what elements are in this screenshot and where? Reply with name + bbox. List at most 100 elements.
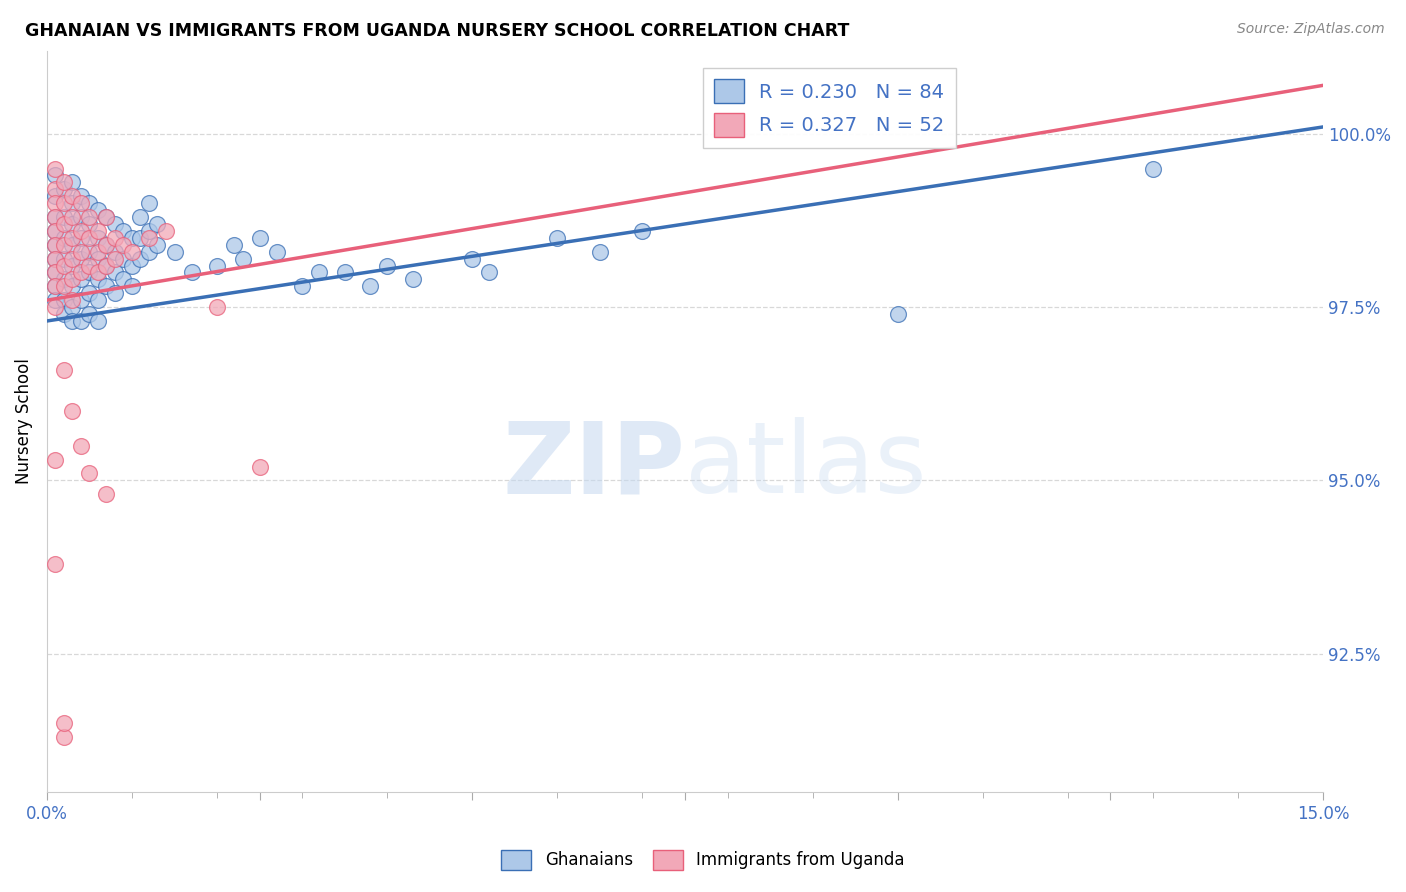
Point: [62, 252, 84, 266]
Point: [87, 203, 110, 218]
Point: [129, 231, 152, 245]
Point: [44, 252, 66, 266]
Point: [52, 307, 75, 321]
Text: ZIP: ZIP: [502, 417, 685, 515]
Point: [375, 259, 398, 273]
Point: [138, 196, 160, 211]
Point: [104, 217, 127, 231]
Point: [112, 224, 135, 238]
Point: [121, 279, 143, 293]
Point: [87, 314, 110, 328]
Point: [138, 244, 160, 259]
Point: [62, 210, 84, 224]
Point: [70, 272, 93, 286]
Point: [104, 231, 127, 245]
Point: [44, 293, 66, 308]
Point: [87, 293, 110, 308]
Point: [62, 189, 84, 203]
Point: [402, 272, 425, 286]
Point: [44, 252, 66, 266]
Point: [589, 244, 612, 259]
Point: [52, 293, 75, 308]
Point: [478, 265, 501, 279]
Point: [52, 175, 75, 189]
Point: [249, 231, 271, 245]
Point: [79, 259, 101, 273]
Point: [96, 237, 118, 252]
Point: [79, 467, 101, 481]
Point: [44, 265, 66, 279]
Point: [44, 300, 66, 314]
Legend: R = 0.230   N = 84, R = 0.327   N = 52: R = 0.230 N = 84, R = 0.327 N = 52: [703, 68, 956, 148]
Point: [62, 259, 84, 273]
Point: [87, 244, 110, 259]
Point: [96, 237, 118, 252]
Point: [155, 224, 177, 238]
Point: [129, 210, 152, 224]
Point: [62, 175, 84, 189]
Point: [112, 237, 135, 252]
Point: [62, 404, 84, 418]
Point: [70, 196, 93, 211]
Point: [146, 237, 169, 252]
Point: [249, 459, 271, 474]
Point: [96, 487, 118, 501]
Point: [112, 252, 135, 266]
Point: [70, 265, 93, 279]
Point: [333, 265, 356, 279]
Text: atlas: atlas: [685, 417, 927, 515]
Point: [44, 182, 66, 196]
Point: [121, 259, 143, 273]
Point: [70, 244, 93, 259]
Point: [62, 300, 84, 314]
Point: [205, 259, 228, 273]
Point: [121, 244, 143, 259]
Point: [104, 286, 127, 301]
Point: [121, 231, 143, 245]
Point: [96, 210, 118, 224]
Point: [44, 224, 66, 238]
Point: [70, 231, 93, 245]
Legend: Ghanaians, Immigrants from Uganda: Ghanaians, Immigrants from Uganda: [495, 843, 911, 877]
Point: [96, 279, 118, 293]
Point: [70, 224, 93, 238]
Point: [70, 314, 93, 328]
Point: [62, 293, 84, 308]
Point: [52, 217, 75, 231]
Point: [461, 252, 484, 266]
Point: [291, 279, 314, 293]
Point: [79, 286, 101, 301]
Point: [87, 224, 110, 238]
Point: [104, 244, 127, 259]
Point: [52, 237, 75, 252]
Point: [70, 189, 93, 203]
Point: [1142, 161, 1164, 176]
Point: [44, 161, 66, 176]
Text: GHANAIAN VS IMMIGRANTS FROM UGANDA NURSERY SCHOOL CORRELATION CHART: GHANAIAN VS IMMIGRANTS FROM UGANDA NURSE…: [25, 22, 849, 40]
Point: [87, 252, 110, 266]
Point: [52, 182, 75, 196]
Point: [44, 237, 66, 252]
Point: [70, 439, 93, 453]
Point: [96, 259, 118, 273]
Point: [44, 210, 66, 224]
Point: [52, 716, 75, 731]
Point: [44, 265, 66, 279]
Point: [631, 224, 654, 238]
Point: [62, 272, 84, 286]
Point: [104, 252, 127, 266]
Point: [104, 265, 127, 279]
Point: [205, 300, 228, 314]
Point: [266, 244, 288, 259]
Point: [44, 169, 66, 183]
Point: [52, 196, 75, 211]
Point: [52, 279, 75, 293]
Point: [62, 231, 84, 245]
Point: [87, 265, 110, 279]
Point: [52, 210, 75, 224]
Point: [44, 452, 66, 467]
Point: [44, 279, 66, 293]
Point: [87, 231, 110, 245]
Point: [232, 252, 254, 266]
Point: [52, 259, 75, 273]
